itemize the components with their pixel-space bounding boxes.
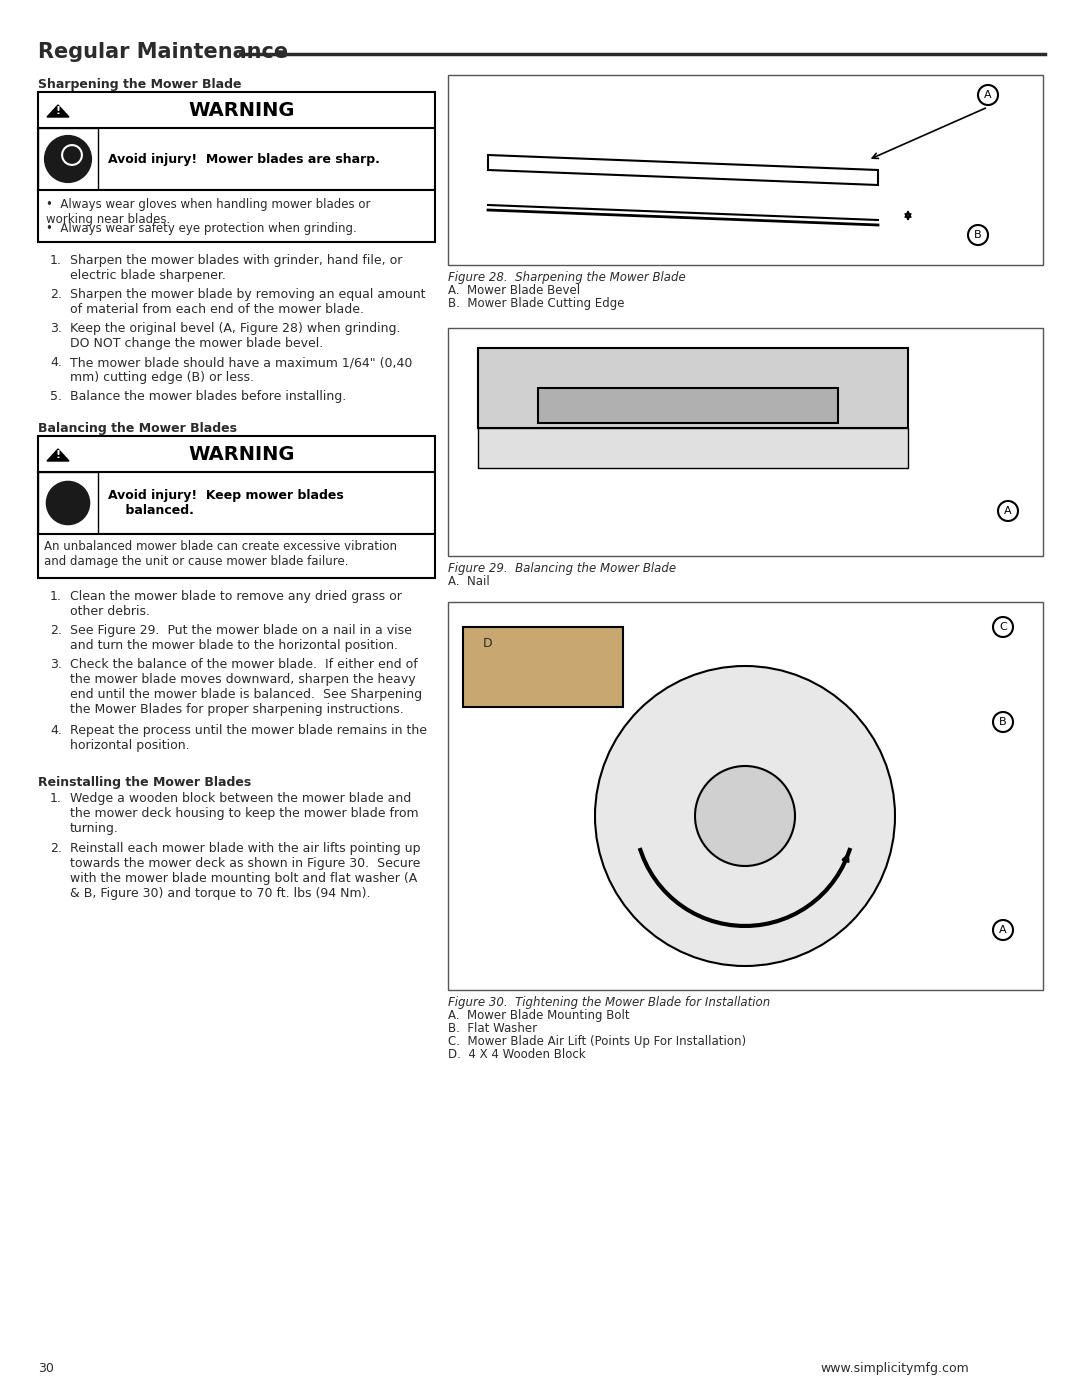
Text: Balancing the Mower Blades: Balancing the Mower Blades — [38, 422, 237, 434]
Text: Sharpen the mower blades with grinder, hand file, or
electric blade sharpener.: Sharpen the mower blades with grinder, h… — [70, 254, 403, 282]
Text: Balance the mower blades before installing.: Balance the mower blades before installi… — [70, 390, 347, 402]
Text: An unbalanced mower blade can create excessive vibration
and damage the unit or : An unbalanced mower blade can create exc… — [44, 541, 397, 569]
Text: WARNING: WARNING — [188, 444, 295, 464]
Text: www.simplicitymfg.com: www.simplicitymfg.com — [820, 1362, 969, 1375]
Text: Figure 28.  Sharpening the Mower Blade: Figure 28. Sharpening the Mower Blade — [448, 271, 686, 284]
Text: B.  Mower Blade Cutting Edge: B. Mower Blade Cutting Edge — [448, 298, 624, 310]
Bar — [38, 190, 435, 242]
Bar — [478, 348, 908, 427]
Circle shape — [978, 85, 998, 105]
Bar — [478, 427, 908, 468]
Text: D.  4 X 4 Wooden Block: D. 4 X 4 Wooden Block — [448, 1048, 585, 1060]
Text: C: C — [999, 622, 1007, 631]
Text: Figure 29.  Balancing the Mower Blade: Figure 29. Balancing the Mower Blade — [448, 562, 676, 576]
Text: 4.: 4. — [50, 724, 62, 738]
Circle shape — [993, 921, 1013, 940]
Text: D: D — [483, 637, 492, 650]
Circle shape — [46, 482, 90, 525]
Text: 2.: 2. — [50, 842, 62, 855]
Text: 3.: 3. — [50, 321, 62, 335]
Text: 2.: 2. — [50, 288, 62, 300]
Text: 5.: 5. — [50, 390, 62, 402]
Text: B.  Flat Washer: B. Flat Washer — [448, 1023, 537, 1035]
Text: Clean the mower blade to remove any dried grass or
other debris.: Clean the mower blade to remove any drie… — [70, 590, 402, 617]
Polygon shape — [48, 105, 69, 117]
Text: Figure 30.  Tightening the Mower Blade for Installation: Figure 30. Tightening the Mower Blade fo… — [448, 996, 770, 1009]
Circle shape — [998, 502, 1018, 521]
Bar — [463, 627, 623, 707]
Text: Sharpening the Mower Blade: Sharpening the Mower Blade — [38, 78, 242, 91]
Bar — [448, 602, 1043, 990]
Circle shape — [968, 225, 988, 244]
Text: WARNING: WARNING — [188, 101, 295, 120]
Text: Repeat the process until the mower blade remains in the
horizontal position.: Repeat the process until the mower blade… — [70, 724, 427, 752]
Text: Reinstalling the Mower Blades: Reinstalling the Mower Blades — [38, 775, 252, 789]
Text: A: A — [984, 89, 991, 101]
Text: !: ! — [55, 450, 60, 460]
Text: !: ! — [55, 106, 60, 116]
Text: Reinstall each mower blade with the air lifts pointing up
towards the mower deck: Reinstall each mower blade with the air … — [70, 842, 420, 900]
Text: B: B — [974, 231, 982, 240]
Bar — [38, 472, 98, 534]
Circle shape — [696, 766, 795, 866]
Text: 1.: 1. — [50, 792, 62, 805]
Text: Sharpen the mower blade by removing an equal amount
of material from each end of: Sharpen the mower blade by removing an e… — [70, 288, 426, 316]
Text: A: A — [999, 925, 1007, 935]
Text: 3.: 3. — [50, 658, 62, 671]
Text: A.  Mower Blade Mounting Bolt: A. Mower Blade Mounting Bolt — [448, 1009, 630, 1023]
Text: A.  Mower Blade Bevel: A. Mower Blade Bevel — [448, 284, 580, 298]
Bar — [38, 436, 435, 534]
Text: 2.: 2. — [50, 624, 62, 637]
Text: 1.: 1. — [50, 254, 62, 267]
Bar — [38, 92, 435, 190]
Text: See Figure 29.  Put the mower blade on a nail in a vise
and turn the mower blade: See Figure 29. Put the mower blade on a … — [70, 624, 411, 652]
Text: Avoid injury!  Mower blades are sharp.: Avoid injury! Mower blades are sharp. — [108, 152, 380, 165]
Text: Regular Maintenance: Regular Maintenance — [38, 42, 288, 61]
Text: Keep the original bevel (A, Figure 28) when grinding.
DO NOT change the mower bl: Keep the original bevel (A, Figure 28) w… — [70, 321, 401, 351]
Bar — [38, 534, 435, 578]
Text: 1.: 1. — [50, 590, 62, 604]
Circle shape — [993, 617, 1013, 637]
Text: •  Always wear safety eye protection when grinding.: • Always wear safety eye protection when… — [46, 222, 356, 235]
Polygon shape — [48, 448, 69, 461]
Text: Check the balance of the mower blade.  If either end of
the mower blade moves do: Check the balance of the mower blade. If… — [70, 658, 422, 717]
Circle shape — [63, 145, 82, 165]
Text: 4.: 4. — [50, 356, 62, 369]
Text: •  Always wear gloves when handling mower blades or
working near blades.: • Always wear gloves when handling mower… — [46, 198, 370, 226]
Bar — [38, 129, 98, 190]
Text: B: B — [999, 717, 1007, 726]
Text: Avoid injury!  Keep mower blades
    balanced.: Avoid injury! Keep mower blades balanced… — [108, 489, 343, 517]
Text: Wedge a wooden block between the mower blade and
the mower deck housing to keep : Wedge a wooden block between the mower b… — [70, 792, 419, 835]
Bar — [448, 75, 1043, 265]
Text: A.  Nail: A. Nail — [448, 576, 489, 588]
Text: The mower blade should have a maximum 1/64" (0,40
mm) cutting edge (B) or less.: The mower blade should have a maximum 1/… — [70, 356, 413, 384]
Bar — [448, 328, 1043, 556]
Circle shape — [44, 136, 92, 183]
Text: 30: 30 — [38, 1362, 54, 1375]
Polygon shape — [488, 155, 878, 184]
Text: C.  Mower Blade Air Lift (Points Up For Installation): C. Mower Blade Air Lift (Points Up For I… — [448, 1035, 746, 1048]
Bar — [538, 388, 838, 423]
Circle shape — [595, 666, 895, 965]
Circle shape — [993, 712, 1013, 732]
Text: A: A — [1004, 506, 1012, 515]
